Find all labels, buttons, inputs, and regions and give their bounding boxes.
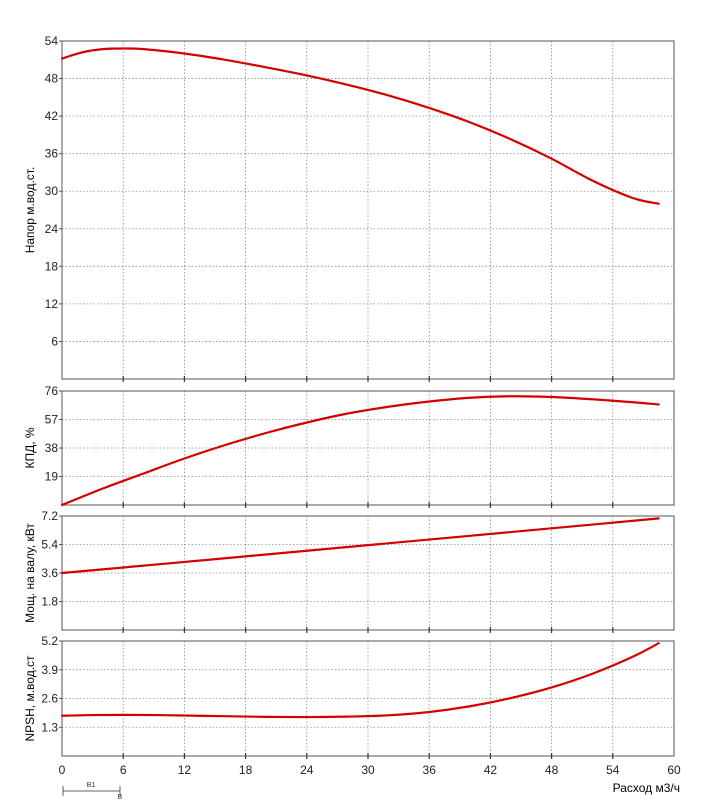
series-line-npsh [60, 642, 660, 719]
y-tick-label: 3.9 [41, 663, 58, 677]
panel-npsh: 1.3 2.6 3.9 5.2 0 6 12 18 24 30 36 42 48 54 60 Расход м… [23, 634, 681, 795]
x-tick-label: 18 [239, 763, 253, 777]
x-tick-label: 48 [545, 763, 559, 777]
x-tick-label: 60 [667, 763, 681, 777]
footer-marker: B1 B [62, 782, 123, 800]
y-tick-label: 76 [45, 384, 59, 398]
x-tick-label: 12 [178, 763, 192, 777]
y-tick-label: 38 [45, 441, 59, 455]
y-tick-label: 1.3 [41, 720, 58, 734]
y-tick-label: 7.2 [41, 509, 58, 523]
y-tick-label: 18 [45, 259, 59, 273]
panel-efficiency: 19 38 57 76 КПД, % [23, 384, 675, 508]
y-tick-label: 12 [45, 297, 59, 311]
y-tick-label: 6 [51, 334, 58, 348]
series-line-head [60, 47, 660, 205]
chart-panels: 6 12 18 24 30 36 42 48 54 Напор м.вод.ст. 19 38 57 76… [23, 34, 681, 795]
y-tick-label: 54 [45, 34, 59, 48]
x-tick-label: 24 [300, 763, 314, 777]
x-tick-label: 6 [120, 763, 127, 777]
y-axis-title: Мощ. на валу, кВт [23, 523, 37, 623]
x-tick-label: 36 [423, 763, 437, 777]
panel-power: 1.8 3.6 5.4 7.2 Мощ. на валу, кВт [23, 509, 675, 633]
y-tick-label: 30 [45, 184, 59, 198]
y-tick-label: 2.6 [41, 692, 58, 706]
y-tick-label: 5.4 [41, 538, 58, 552]
series-line-power [60, 517, 660, 575]
y-tick-label: 48 [45, 72, 59, 86]
y-tick-label: 1.8 [41, 595, 58, 609]
panel-head: 6 12 18 24 30 36 42 48 54 Напор м.вод.ст. [23, 34, 675, 382]
y-tick-label: 5.2 [41, 634, 58, 648]
y-axis-title: NPSH, м.вод.ст [23, 655, 37, 742]
y-tick-label: 57 [45, 413, 59, 427]
y-tick-label: 19 [45, 470, 59, 484]
x-axis-title: Расход м3/ч [613, 781, 680, 795]
x-tick-label: 0 [59, 763, 66, 777]
y-tick-label: 24 [45, 222, 59, 236]
x-tick-label: 54 [606, 763, 620, 777]
x-tick-label: 30 [361, 763, 375, 777]
y-tick-label: 36 [45, 147, 59, 161]
y-axis-title: Напор м.вод.ст. [23, 167, 37, 254]
footer-marker-label: B1 [87, 782, 96, 789]
series-line-efficiency [60, 395, 660, 507]
x-tick-label: 42 [484, 763, 498, 777]
footer-marker-sub: B [118, 794, 123, 800]
y-axis-title: КПД, % [23, 427, 37, 468]
y-tick-label: 3.6 [41, 566, 58, 580]
y-tick-label: 42 [45, 109, 59, 123]
